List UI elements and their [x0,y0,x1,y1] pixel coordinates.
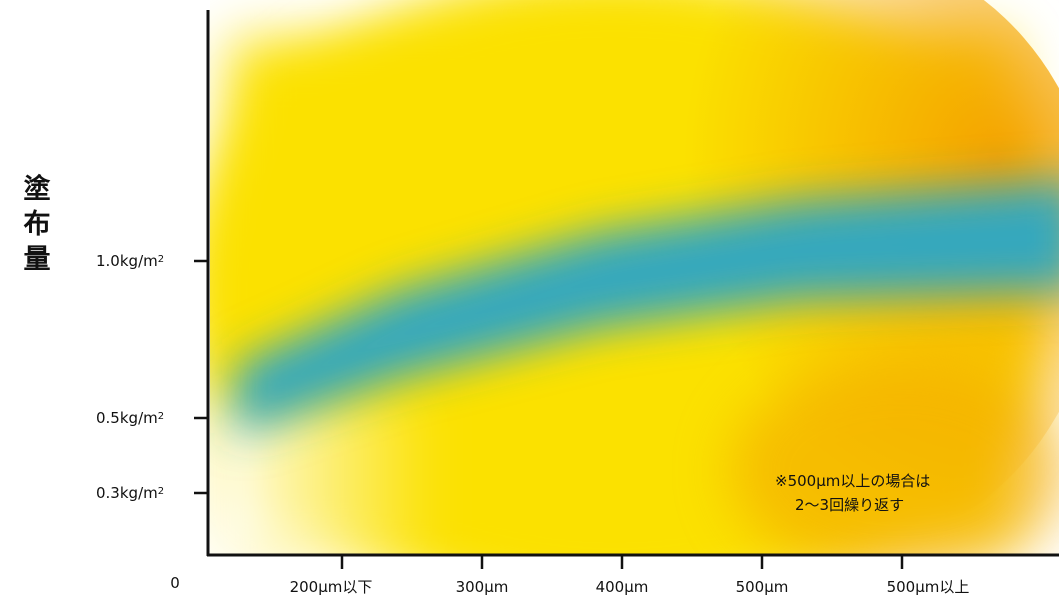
tick-marks [194,259,904,569]
x-tick-label: 500μm [736,578,789,596]
x-tick-label: 200μm以下 [290,578,373,596]
y-tick-label: 0.5kg/m2 [96,409,164,427]
y-title-char: 布 [24,209,51,240]
x-tick-label: 300μm [456,578,509,596]
y-title-char: 量 [24,244,51,275]
y-tick-label: 1.0kg/m2 [96,252,164,270]
note-line: 2〜3回繰り返す [795,496,904,514]
background-gradient [210,0,1059,554]
axes [206,10,1059,557]
note-line: ※500μm以上の場合は [775,472,930,490]
x-tick-label: 400μm [596,578,649,596]
y-tick-label: 0.3kg/m2 [96,484,164,502]
y-axis-title: 塗 布 量 [24,173,51,275]
y-title-char: 塗 [24,173,51,205]
origin-label: 0 [170,574,180,592]
x-tick-label: 500μm以上 [887,578,970,596]
